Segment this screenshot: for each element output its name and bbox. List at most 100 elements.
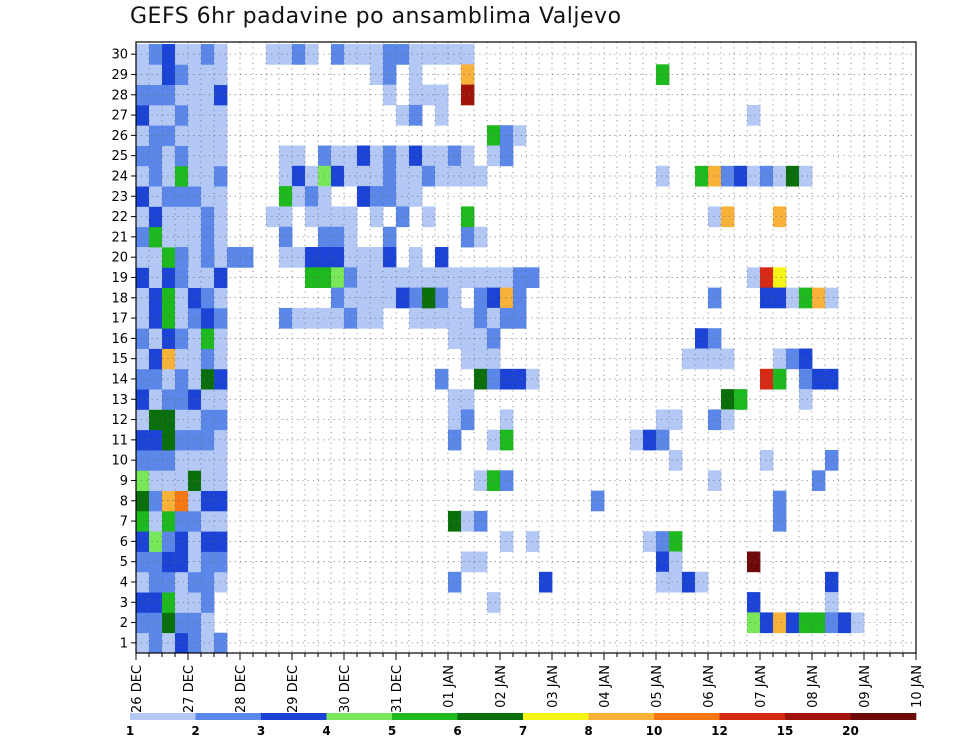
heatmap-cell bbox=[357, 287, 371, 309]
x-tick-label: 01 JAN bbox=[442, 665, 457, 708]
heatmap-cell bbox=[695, 348, 709, 370]
heatmap-cell bbox=[526, 531, 540, 552]
heatmap-cell bbox=[383, 287, 397, 309]
heatmap-cell bbox=[149, 84, 163, 106]
heatmap-cell bbox=[487, 287, 501, 309]
heatmap-cell bbox=[188, 125, 202, 146]
heatmap-cell bbox=[188, 206, 202, 228]
y-tick-label: 2 bbox=[120, 616, 128, 631]
heatmap-cell bbox=[773, 267, 787, 289]
heatmap-cell bbox=[188, 551, 202, 573]
heatmap-cell bbox=[721, 389, 735, 410]
heatmap-cell bbox=[760, 287, 774, 309]
heatmap-cell bbox=[201, 165, 215, 187]
heatmap-cell bbox=[149, 612, 163, 634]
heatmap-cell bbox=[760, 450, 774, 471]
legend-label: 7 bbox=[519, 724, 527, 738]
heatmap-cell bbox=[734, 165, 748, 187]
heatmap-cell bbox=[175, 551, 189, 573]
x-tick-label: 26 DEC bbox=[130, 665, 145, 713]
heatmap-cell bbox=[188, 510, 202, 532]
heatmap-cell bbox=[292, 165, 306, 187]
heatmap-cell bbox=[188, 287, 202, 309]
heatmap-cell bbox=[370, 287, 384, 309]
heatmap-cell bbox=[487, 267, 501, 289]
heatmap-cell bbox=[214, 348, 228, 370]
heatmap-cell bbox=[461, 226, 475, 248]
heatmap-cell bbox=[435, 84, 449, 106]
heatmap-cell bbox=[149, 368, 163, 390]
heatmap-cell bbox=[175, 510, 189, 532]
heatmap-cell bbox=[383, 84, 397, 106]
heatmap-cell bbox=[422, 165, 436, 187]
heatmap-cell bbox=[149, 104, 163, 126]
heatmap-cell bbox=[500, 287, 514, 309]
heatmap-cell bbox=[773, 165, 787, 187]
heatmap-cell bbox=[214, 125, 228, 146]
heatmap-cell bbox=[136, 267, 150, 289]
y-tick-label: 4 bbox=[120, 575, 128, 590]
heatmap-cell bbox=[773, 348, 787, 370]
heatmap-cell bbox=[513, 287, 527, 309]
heatmap-cell bbox=[370, 307, 384, 329]
legend-label: 8 bbox=[584, 724, 592, 738]
heatmap-cell bbox=[656, 429, 670, 451]
heatmap-cell bbox=[708, 287, 722, 309]
x-tick-label: 29 DEC bbox=[286, 665, 301, 713]
heatmap-cell bbox=[370, 145, 384, 167]
heatmap-cell bbox=[214, 226, 228, 248]
heatmap-cell bbox=[175, 531, 189, 552]
heatmap-cell bbox=[448, 510, 462, 532]
heatmap-cell bbox=[188, 44, 202, 65]
heatmap-cell bbox=[201, 551, 215, 573]
heatmap-cell bbox=[188, 145, 202, 167]
heatmap-cell bbox=[383, 165, 397, 187]
heatmap-cell bbox=[175, 409, 189, 431]
heatmap-cell bbox=[760, 612, 774, 634]
x-tick-label: 02 JAN bbox=[494, 665, 509, 708]
heatmap-cell bbox=[721, 165, 735, 187]
legend-swatch bbox=[392, 713, 458, 720]
heatmap-cell bbox=[214, 429, 228, 451]
heatmap-cell bbox=[214, 531, 228, 552]
heatmap-cell bbox=[747, 104, 761, 126]
heatmap-cell bbox=[838, 612, 852, 634]
heatmap-cell bbox=[383, 64, 397, 86]
heatmap-cell bbox=[149, 267, 163, 289]
heatmap-cell bbox=[409, 104, 423, 126]
legend-swatch bbox=[326, 713, 393, 720]
heatmap-cell bbox=[201, 389, 215, 410]
heatmap-cell bbox=[227, 247, 241, 268]
x-tick-label: 31 DEC bbox=[390, 665, 405, 713]
heatmap-cell bbox=[162, 186, 176, 207]
heatmap-cell bbox=[344, 44, 358, 65]
heatmap-cell bbox=[708, 348, 722, 370]
heatmap-cell bbox=[175, 247, 189, 268]
x-tick-label: 05 JAN bbox=[650, 665, 665, 708]
heatmap-cell bbox=[370, 44, 384, 65]
y-tick-label: 6 bbox=[120, 535, 128, 550]
heatmap-cell bbox=[721, 206, 735, 228]
heatmap-cell bbox=[812, 287, 826, 309]
heatmap-cell bbox=[370, 186, 384, 207]
heatmap-cell bbox=[357, 44, 371, 65]
heatmap-cell bbox=[136, 531, 150, 552]
heatmap-cell bbox=[136, 490, 150, 512]
heatmap-cell bbox=[175, 226, 189, 248]
heatmap-cell bbox=[149, 125, 163, 146]
heatmap-cell bbox=[500, 470, 514, 492]
heatmap-cell bbox=[461, 165, 475, 187]
heatmap-cell bbox=[136, 206, 150, 228]
heatmap-cell bbox=[370, 64, 384, 86]
legend-label: 15 bbox=[777, 724, 794, 738]
heatmap-cell bbox=[474, 328, 488, 349]
heatmap-cell bbox=[500, 125, 514, 146]
heatmap-cell bbox=[188, 165, 202, 187]
heatmap-cell bbox=[162, 470, 176, 492]
heatmap-cell bbox=[201, 632, 215, 654]
heatmap-cell bbox=[461, 328, 475, 349]
heatmap-cell bbox=[201, 490, 215, 512]
heatmap-cell bbox=[292, 307, 306, 329]
heatmap-cell bbox=[201, 84, 215, 106]
cells-layer bbox=[136, 44, 865, 654]
